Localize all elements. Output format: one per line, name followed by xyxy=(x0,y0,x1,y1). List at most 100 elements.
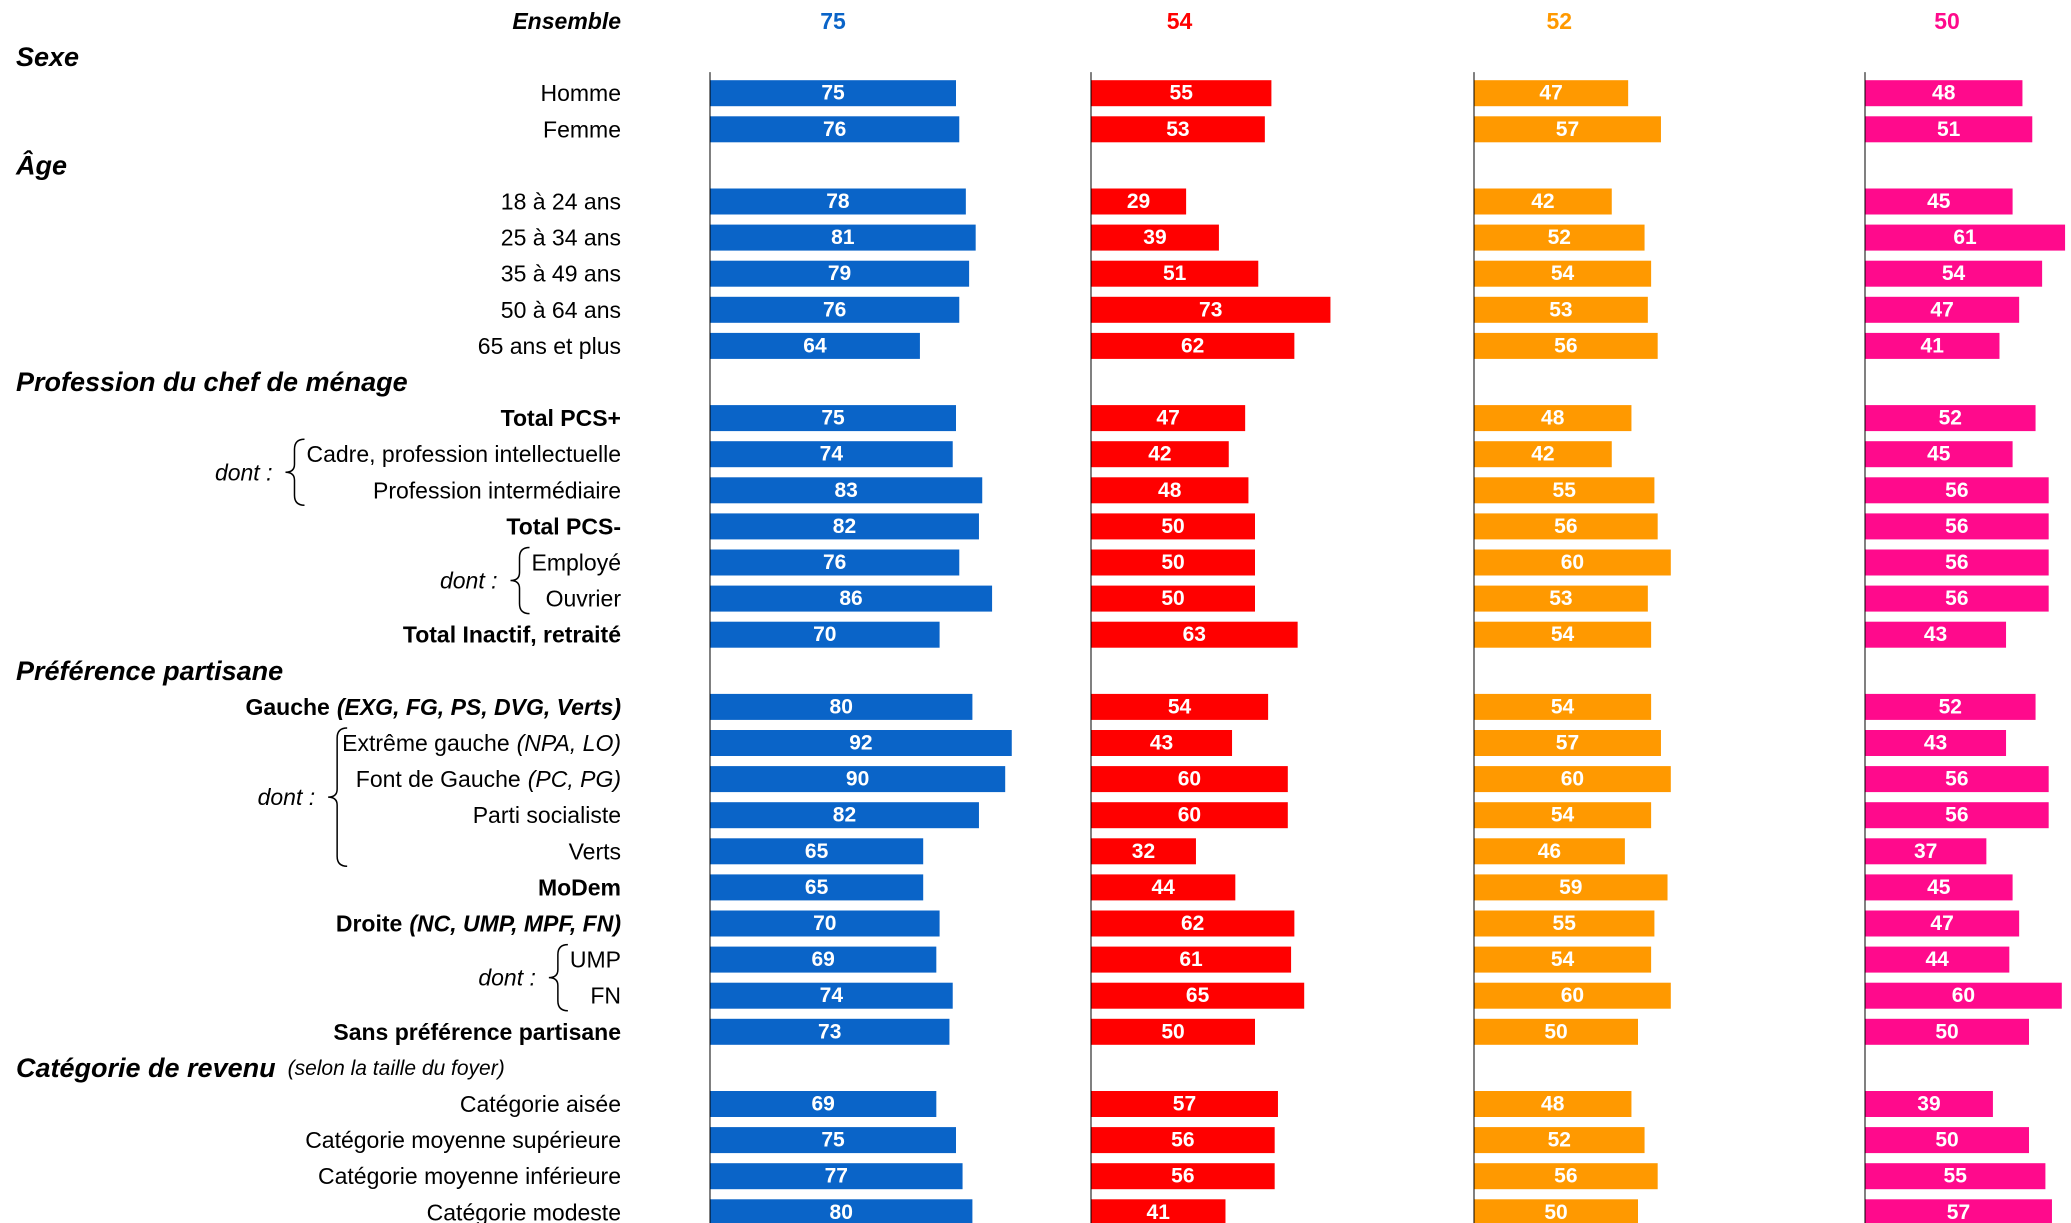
bar xyxy=(1474,1091,1632,1117)
bar xyxy=(1474,1163,1658,1190)
bar xyxy=(1865,332,2000,359)
bar-value-label: 39 xyxy=(1917,1093,1940,1116)
bar-value-label: 79 xyxy=(828,262,851,285)
bar-value-label: 55 xyxy=(1944,1165,1968,1188)
bracket xyxy=(548,943,568,1012)
bar xyxy=(710,910,940,937)
bar xyxy=(1865,405,2036,432)
category-label: Catégorie aisée xyxy=(460,1091,621,1117)
category-text: 25 à 34 ans xyxy=(501,225,621,251)
bar-value-label: 50 xyxy=(1544,1020,1567,1043)
bar-value-label: 60 xyxy=(1178,804,1201,827)
bar xyxy=(1091,766,1288,793)
category-text: Cadre, profession intellectuelle xyxy=(306,441,621,467)
category-label: Homme xyxy=(540,80,621,106)
bar-value-label: 51 xyxy=(1937,118,1961,141)
bar xyxy=(1091,621,1298,648)
category-text: Employé xyxy=(532,550,621,576)
bar-value-label: 56 xyxy=(1945,479,1968,502)
bar xyxy=(1091,1163,1275,1190)
bar xyxy=(1865,477,2049,504)
bar-value-label: 55 xyxy=(1553,479,1577,502)
bar-value-label: 56 xyxy=(1171,1129,1194,1152)
bar xyxy=(1091,802,1288,829)
bar xyxy=(1865,802,2049,829)
bar-value-label: 64 xyxy=(803,334,827,357)
bar xyxy=(1474,116,1661,143)
bar-value-label: 73 xyxy=(818,1020,841,1043)
category-text: Verts xyxy=(569,838,621,864)
category-label: Profession intermédiaire xyxy=(373,477,621,503)
bar xyxy=(1474,332,1658,359)
category-text: Catégorie moyenne inférieure xyxy=(318,1163,621,1189)
bar xyxy=(1091,441,1229,468)
bar-value-label: 73 xyxy=(1199,298,1222,321)
bar xyxy=(1091,549,1255,576)
bar-value-label: 48 xyxy=(1158,479,1182,502)
bar xyxy=(1091,1018,1255,1045)
bar xyxy=(1474,585,1648,612)
bar-value-label: 57 xyxy=(1173,1093,1196,1116)
bar xyxy=(1865,946,2010,973)
bar xyxy=(710,802,979,829)
bar xyxy=(710,80,956,107)
category-label: Font de Gauche (PC, PG) xyxy=(356,766,621,792)
bar-value-label: 90 xyxy=(846,768,869,791)
bar xyxy=(710,1199,973,1223)
bar xyxy=(1091,296,1331,323)
bar xyxy=(1091,332,1295,359)
bar-value-label: 60 xyxy=(1561,768,1584,791)
bar-value-label: 80 xyxy=(830,1201,853,1223)
bar xyxy=(1474,838,1625,865)
bar-value-label: 74 xyxy=(820,443,844,466)
bar-value-label: 52 xyxy=(1939,407,1962,430)
category-text: UMP xyxy=(570,947,621,973)
bar-value-label: 51 xyxy=(1163,262,1187,285)
bar-value-label: 54 xyxy=(1551,262,1575,285)
bar-value-label: 43 xyxy=(1924,732,1947,755)
bar-value-label: 57 xyxy=(1947,1201,1970,1223)
bar-value-label: 77 xyxy=(825,1165,848,1188)
category-label: Catégorie moyenne supérieure xyxy=(305,1127,621,1153)
bar-value-label: 56 xyxy=(1554,334,1577,357)
bar-value-label: 76 xyxy=(823,551,846,574)
category-text: Font de Gauche xyxy=(356,766,521,792)
bar-value-label: 86 xyxy=(839,587,862,610)
bar-value-label: 48 xyxy=(1541,1093,1565,1116)
bar-value-label: 41 xyxy=(1921,334,1945,357)
bar-value-label: 55 xyxy=(1170,82,1194,105)
bar-value-label: 69 xyxy=(811,1093,834,1116)
category-label: Catégorie moyenne inférieure xyxy=(318,1163,621,1189)
category-text: 18 à 24 ans xyxy=(501,189,621,215)
bar-value-label: 70 xyxy=(813,912,836,935)
bar xyxy=(1474,224,1645,251)
bar xyxy=(710,1091,937,1117)
bar xyxy=(1474,1018,1638,1045)
bar xyxy=(1865,982,2062,1009)
bar xyxy=(1474,477,1655,504)
bar-value-label: 54 xyxy=(1551,695,1575,718)
category-text: Ouvrier xyxy=(546,586,622,612)
category-text: Total PCS- xyxy=(506,513,621,539)
bar xyxy=(710,874,924,901)
bar xyxy=(1474,441,1612,468)
category-label: Total PCS- xyxy=(506,513,621,539)
bar-value-label: 43 xyxy=(1150,732,1173,755)
bar xyxy=(1474,549,1671,576)
bar-value-label: 75 xyxy=(821,82,845,105)
category-label: Total Inactif, retraité xyxy=(403,622,621,648)
bar xyxy=(1865,513,2049,540)
bar-value-label: 47 xyxy=(1930,298,1953,321)
series-total: 54 xyxy=(1167,8,1193,34)
category-text: Parti socialiste xyxy=(473,802,621,828)
bar-value-label: 42 xyxy=(1531,443,1554,466)
group-title-text: Profession du chef de ménage xyxy=(16,367,408,397)
series-total: 50 xyxy=(1934,8,1960,34)
bar xyxy=(1865,838,1987,865)
bar-value-label: 62 xyxy=(1181,912,1204,935)
bar-value-label: 78 xyxy=(826,190,850,213)
bracket-label: dont : xyxy=(215,459,273,485)
bar-value-label: 32 xyxy=(1132,840,1155,863)
bar-value-label: 56 xyxy=(1554,515,1577,538)
category-label: Femme xyxy=(543,116,621,142)
